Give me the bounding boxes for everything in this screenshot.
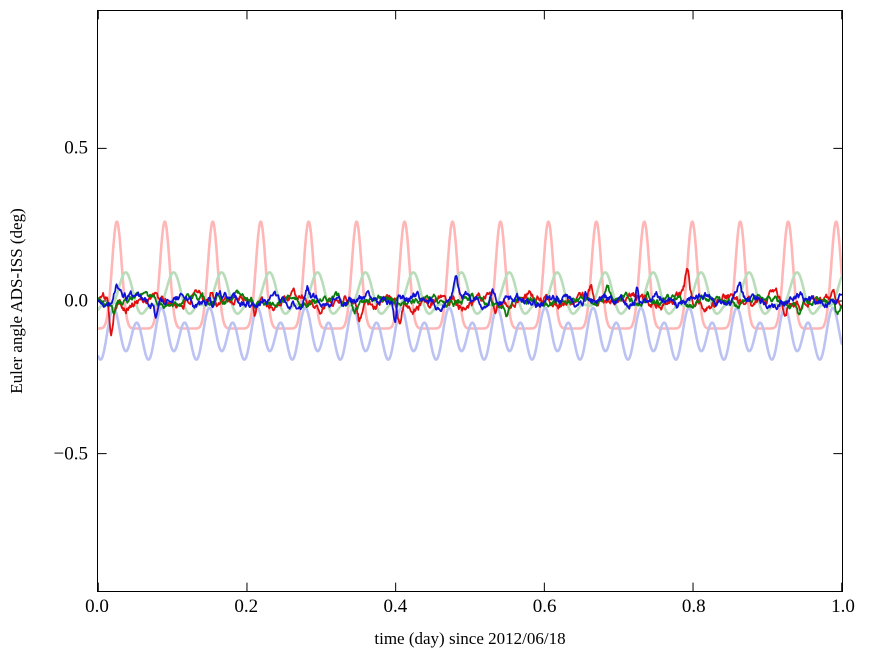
y-tick-label: 0.0 [64,292,88,311]
y-tick-label: −0.5 [54,445,88,464]
y-axis-label: Euler angle ADS-ISS (deg) [7,208,27,394]
plot-canvas [98,11,842,591]
x-tick-label: 0.6 [533,597,557,616]
y-tick-label: 0.5 [64,138,88,157]
x-tick-label: 1.0 [831,597,855,616]
x-tick-label: 0.0 [85,597,109,616]
series-pale-red-raw [98,222,841,329]
x-axis-label: time (day) since 2012/06/18 [374,629,565,649]
x-tick-label: 0.2 [234,597,258,616]
x-tick-label: 0.4 [384,597,408,616]
plot-area [97,10,843,592]
x-tick-label: 0.8 [682,597,706,616]
